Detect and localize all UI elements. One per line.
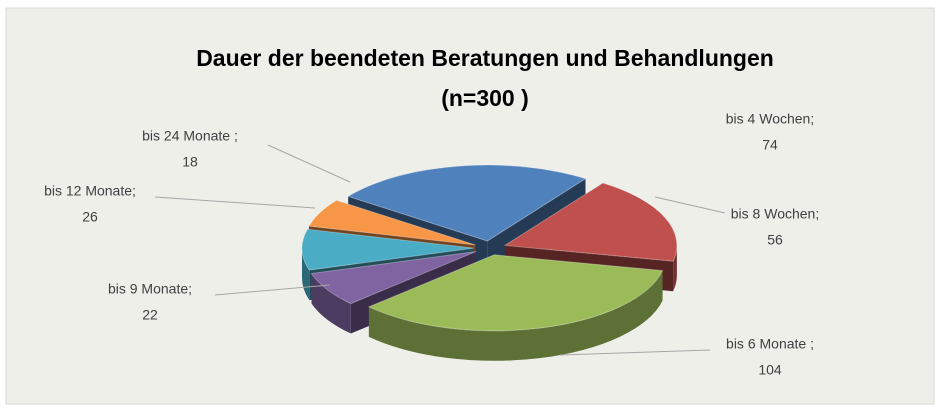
leader-line — [559, 349, 711, 356]
slice — [503, 182, 678, 262]
slice-wall — [368, 270, 663, 361]
chart-title: Dauer der beendeten Beratungen und Behan… — [196, 45, 774, 71]
data-label-name: bis 12 Monate; — [44, 183, 136, 199]
data-label-value: 74 — [762, 137, 778, 153]
data-label-value: 18 — [182, 154, 198, 170]
slice — [310, 251, 477, 305]
data-label-name: bis 24 Monate ; — [142, 128, 238, 144]
slice — [346, 164, 587, 242]
leader-line — [654, 196, 726, 214]
data-label-name: bis 8 Wochen; — [731, 206, 819, 222]
slice — [308, 199, 476, 246]
data-label-name: bis 9 Monate; — [108, 281, 192, 297]
data-label-value: 56 — [767, 232, 783, 248]
data-label-name: bis 6 Monate ; — [726, 336, 814, 352]
leader-line — [267, 144, 351, 183]
slice-wall — [673, 245, 677, 292]
slice — [367, 254, 664, 332]
data-label-value: 26 — [82, 209, 98, 225]
data-label-value: 104 — [758, 362, 782, 378]
data-label-value: 22 — [142, 307, 158, 323]
leader-line — [154, 196, 316, 209]
slice — [301, 228, 475, 271]
slice-wall — [311, 273, 351, 334]
chart-subtitle: (n=300 ) — [441, 85, 529, 111]
data-label-name: bis 4 Wochen; — [726, 111, 814, 127]
leader-line — [214, 284, 331, 296]
